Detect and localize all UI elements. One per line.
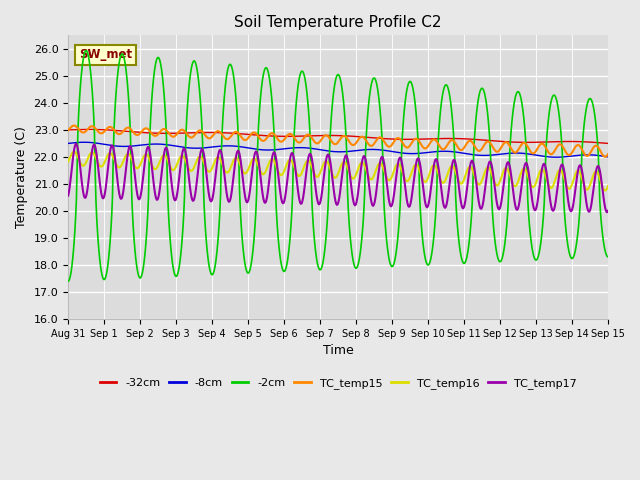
- Title: Soil Temperature Profile C2: Soil Temperature Profile C2: [234, 15, 442, 30]
- Legend: -32cm, -8cm, -2cm, TC_temp15, TC_temp16, TC_temp17: -32cm, -8cm, -2cm, TC_temp15, TC_temp16,…: [95, 373, 581, 393]
- Y-axis label: Temperature (C): Temperature (C): [15, 126, 28, 228]
- X-axis label: Time: Time: [323, 344, 353, 357]
- Text: SW_met: SW_met: [79, 48, 132, 61]
